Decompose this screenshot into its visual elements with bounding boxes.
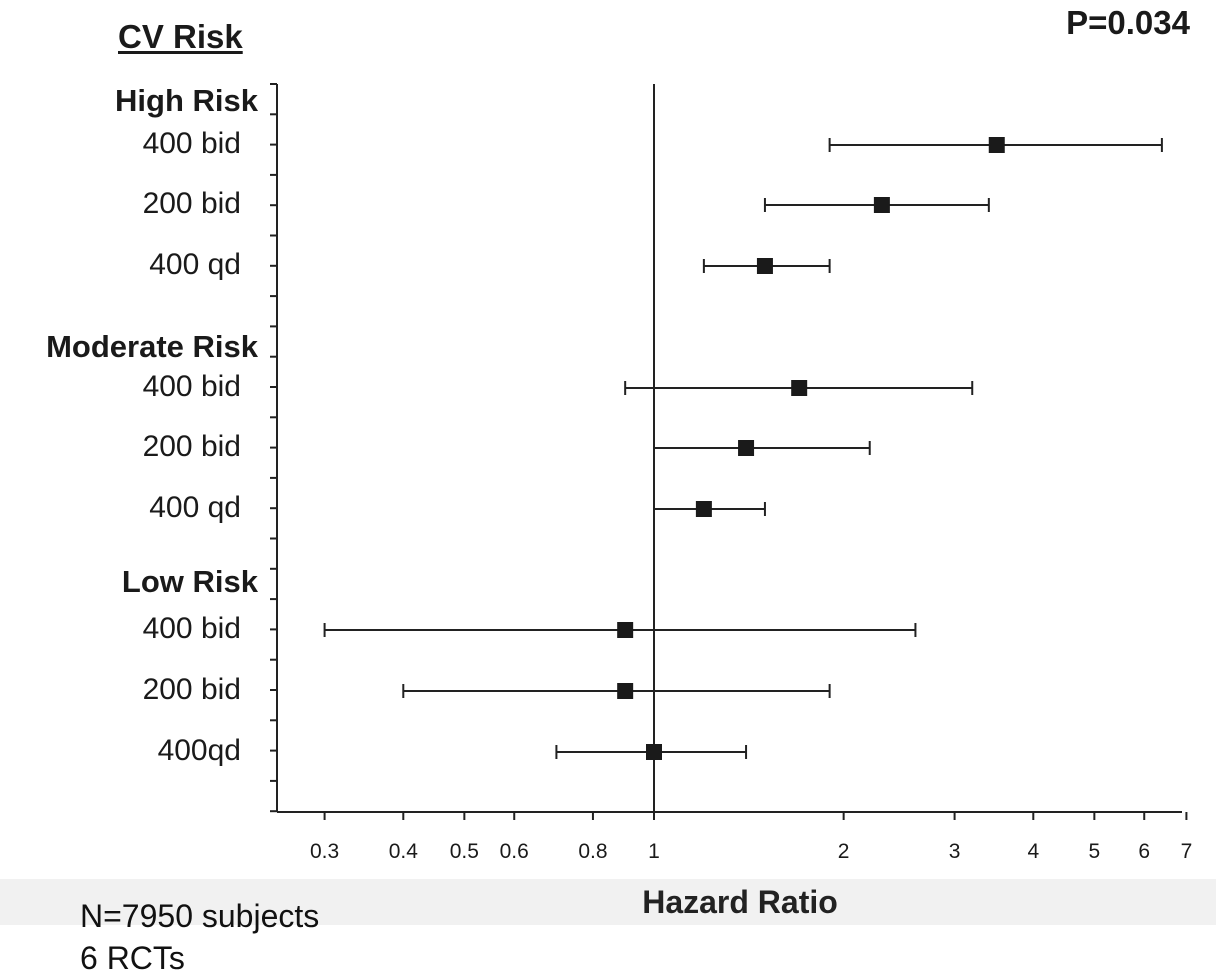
subjects-note: N=7950 subjects	[80, 898, 320, 934]
x-tick-label: 0.3	[309, 840, 340, 863]
x-tick-label: 2	[837, 840, 850, 863]
dose-label: 200 bid	[142, 430, 241, 463]
dose-label: 400 bid	[142, 127, 241, 160]
x-tick-label: 5	[1088, 840, 1101, 863]
x-tick-label: 0.4	[388, 840, 418, 863]
forest-plot	[270, 83, 1188, 820]
dose-label: 400 qd	[149, 491, 241, 524]
trials-note: 6 RCTs	[80, 940, 185, 976]
x-tick-label: 4	[1027, 840, 1040, 863]
hr-point	[988, 137, 1005, 153]
dose-label: 400 bid	[142, 370, 241, 403]
hr-point	[695, 501, 712, 517]
x-tick-label: 0.5	[449, 840, 479, 863]
group-label: Low Risk	[121, 564, 258, 599]
dose-label: 200 bid	[142, 673, 241, 706]
x-tick-label: 0.8	[578, 840, 608, 863]
group-label: Moderate Risk	[46, 329, 258, 364]
hr-point	[791, 380, 808, 396]
x-tick-label: 7	[1180, 840, 1193, 863]
dose-label: 400 bid	[142, 612, 241, 645]
x-tick-label: 0.6	[499, 840, 529, 863]
hr-point	[617, 622, 634, 638]
dose-label: 400 qd	[149, 248, 241, 281]
hr-point	[873, 197, 890, 213]
p-value: P=0.034	[1066, 4, 1190, 41]
footer-band	[0, 879, 1216, 925]
x-tick-label: 6	[1138, 840, 1151, 863]
hr-point	[756, 258, 773, 274]
x-axis-label: Hazard Ratio	[642, 884, 838, 920]
hr-point	[617, 683, 634, 699]
dose-label: 400qd	[157, 734, 241, 767]
dose-label: 200 bid	[142, 187, 241, 220]
hr-point	[738, 440, 755, 456]
chart-title: CV Risk	[118, 18, 243, 55]
x-tick-label: 1	[648, 840, 660, 863]
x-tick-label: 3	[948, 840, 961, 863]
group-label: High Risk	[115, 83, 258, 118]
hr-point	[646, 744, 662, 760]
